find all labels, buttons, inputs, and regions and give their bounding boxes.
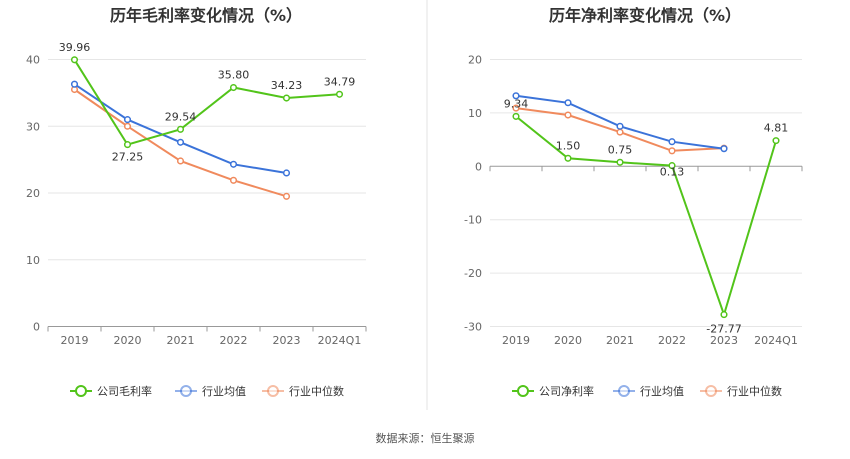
data-point — [282, 169, 291, 177]
legend-label: 公司净利率 — [539, 384, 594, 398]
data-label: 4.81 — [764, 122, 789, 135]
x-tick-label: 2022 — [658, 334, 686, 347]
chart-title: 历年毛利率变化情况（%） — [110, 6, 302, 25]
data-point — [720, 311, 728, 319]
data-point — [564, 111, 572, 119]
data-point — [176, 125, 185, 133]
legend-marker — [267, 385, 279, 397]
data-point — [668, 138, 676, 146]
data-point — [616, 128, 624, 136]
x-tick-label: 2021 — [606, 334, 634, 347]
data-label: 1.50 — [556, 139, 581, 152]
y-tick-label: 10 — [26, 254, 40, 267]
data-label: -27.77 — [706, 323, 741, 336]
y-tick-label: -10 — [464, 214, 482, 227]
legend-marker — [618, 385, 630, 397]
data-label: 27.25 — [112, 151, 144, 164]
data-point — [335, 90, 344, 98]
legend-marker — [517, 385, 529, 397]
x-tick-label: 2022 — [220, 334, 248, 347]
data-point — [512, 112, 520, 120]
data-point — [720, 145, 728, 153]
data-point — [176, 157, 185, 165]
y-tick-label: 0 — [33, 321, 40, 334]
x-tick-label: 2020 — [554, 334, 582, 347]
data-point — [70, 80, 79, 88]
y-tick-label: 40 — [26, 54, 40, 67]
x-tick-label: 2019 — [502, 334, 530, 347]
data-point — [282, 94, 291, 102]
data-point — [282, 192, 291, 200]
data-point — [70, 56, 79, 64]
data-point — [564, 154, 572, 162]
legend-label: 公司毛利率 — [97, 384, 152, 398]
x-tick-label: 2019 — [61, 334, 89, 347]
series-line — [73, 59, 340, 146]
data-point — [176, 138, 185, 146]
data-point — [564, 99, 572, 107]
data-point — [616, 158, 624, 166]
x-tick-label: 2023 — [710, 334, 738, 347]
y-tick-label: 30 — [26, 120, 40, 133]
data-point — [123, 122, 132, 130]
x-tick-label: 2021 — [167, 334, 195, 347]
data-label: 0.75 — [608, 143, 633, 156]
gross-margin-chart: 历年毛利率变化情况（%） 0 10 20 30 40 2019 2020 2021 2022 202… — [26, 6, 367, 398]
data-point — [229, 176, 238, 184]
x-tick-label: 2024Q1 — [318, 334, 362, 347]
data-point — [616, 122, 624, 130]
data-point — [123, 116, 132, 124]
data-point — [229, 160, 238, 168]
data-point — [668, 147, 676, 155]
y-tick-label: -20 — [464, 267, 482, 280]
chart-title: 历年净利率变化情况（%） — [549, 6, 741, 25]
y-tick-label: 0 — [475, 160, 482, 173]
legend-marker — [180, 385, 192, 397]
legend-label: 行业均值 — [202, 385, 246, 398]
data-label: 0.13 — [660, 166, 685, 179]
source-note: 数据来源：恒生聚源 — [376, 431, 475, 445]
data-label: 34.23 — [271, 79, 303, 92]
y-tick-label: 20 — [26, 187, 40, 200]
legend-marker — [705, 385, 717, 397]
data-point — [512, 92, 520, 100]
y-tick-label: -30 — [464, 321, 482, 334]
data-label: 35.80 — [218, 69, 250, 82]
data-label: 34.79 — [324, 75, 356, 88]
data-point — [123, 141, 132, 149]
data-label: 39.96 — [59, 41, 91, 54]
data-point — [229, 83, 238, 92]
y-tick-label: 10 — [468, 107, 482, 120]
legend-marker — [75, 385, 87, 397]
y-tick-label: 20 — [468, 54, 482, 67]
series-line — [515, 115, 777, 318]
x-tick-label: 2024Q1 — [754, 334, 798, 347]
data-point — [772, 137, 780, 145]
legend-label: 行业中位数 — [289, 384, 344, 398]
legend-label: 行业中位数 — [727, 384, 782, 398]
legend-label: 行业均值 — [640, 385, 684, 398]
x-tick-label: 2023 — [273, 334, 301, 347]
data-label: 9.34 — [504, 97, 529, 110]
data-point — [512, 104, 520, 112]
data-label: 29.54 — [165, 110, 197, 123]
data-point — [668, 162, 676, 170]
net-margin-chart: 历年净利率变化情况（%） -30 -20 -10 0 10 20 2019 2020 2021 20… — [464, 6, 803, 398]
x-tick-label: 2020 — [114, 334, 142, 347]
